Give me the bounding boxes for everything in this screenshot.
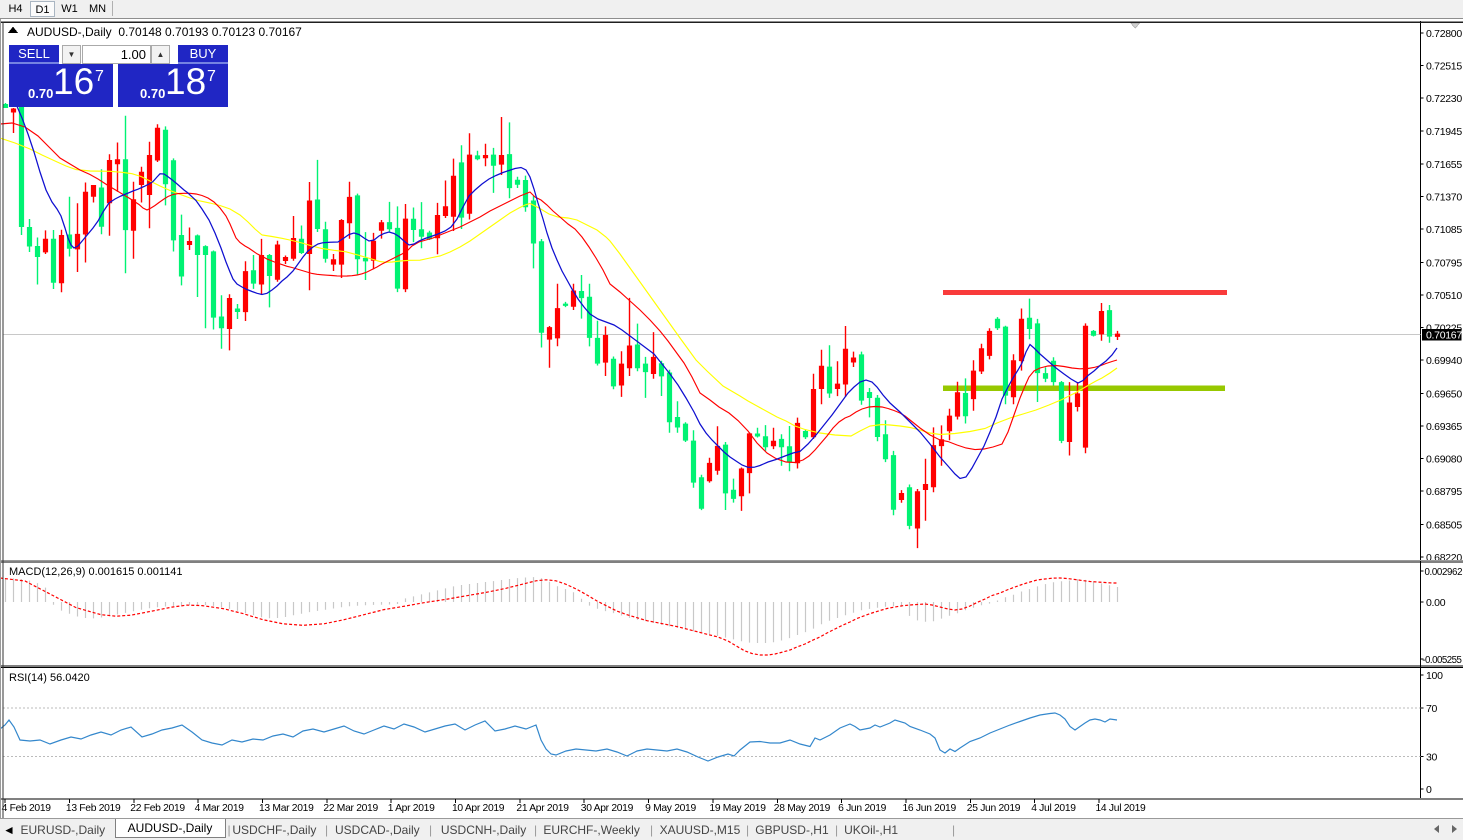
svg-text:16 Jun 2019: 16 Jun 2019 [903,803,957,814]
svg-text:0.69650: 0.69650 [1426,388,1462,400]
svg-text:6 Jun 2019: 6 Jun 2019 [838,803,887,814]
svg-text:0.71085: 0.71085 [1426,224,1462,236]
svg-text:30 Apr 2019: 30 Apr 2019 [581,803,634,814]
svg-text:0.68795: 0.68795 [1426,486,1462,498]
svg-text:13 Mar 2019: 13 Mar 2019 [259,803,314,814]
svg-text:0.69365: 0.69365 [1426,421,1462,433]
svg-text:30: 30 [1426,752,1438,764]
svg-text:0.70795: 0.70795 [1426,257,1462,269]
svg-text:28 May 2019: 28 May 2019 [774,803,831,814]
svg-text:22 Feb 2019: 22 Feb 2019 [130,803,185,814]
svg-text:1 Apr 2019: 1 Apr 2019 [388,803,435,814]
svg-text:9 May 2019: 9 May 2019 [645,803,696,814]
svg-text:0.71655: 0.71655 [1426,159,1462,171]
svg-text:19 May 2019: 19 May 2019 [709,803,766,814]
svg-text:-0.005255: -0.005255 [1422,655,1461,666]
svg-text:4 Feb 2019: 4 Feb 2019 [2,803,52,814]
svg-text:25 Jun 2019: 25 Jun 2019 [967,803,1021,814]
svg-text:70: 70 [1426,703,1438,715]
svg-text:0.70510: 0.70510 [1426,290,1462,302]
svg-text:0.002962: 0.002962 [1425,567,1463,578]
svg-text:10 Apr 2019: 10 Apr 2019 [452,803,505,814]
svg-text:0.68505: 0.68505 [1426,519,1462,531]
svg-text:21 Apr 2019: 21 Apr 2019 [516,803,569,814]
svg-text:22 Mar 2019: 22 Mar 2019 [323,803,378,814]
svg-text:0.72230: 0.72230 [1426,93,1462,105]
svg-text:RSI(14) 56.0420: RSI(14) 56.0420 [9,672,90,684]
svg-text:0.00: 0.00 [1426,597,1446,609]
svg-text:0.71370: 0.71370 [1426,192,1462,204]
svg-text:AUDUSD-,Daily 0.70148 0.70193: AUDUSD-,Daily 0.70148 0.70193 0.70123 0.… [27,25,302,39]
svg-text:4 Jul 2019: 4 Jul 2019 [1031,803,1076,814]
svg-text:100: 100 [1426,670,1443,682]
svg-text:0.72800: 0.72800 [1426,28,1462,40]
svg-text:13 Feb 2019: 13 Feb 2019 [66,803,121,814]
svg-text:0.69080: 0.69080 [1426,454,1462,466]
svg-text:0.70167: 0.70167 [1426,329,1462,341]
svg-text:0.69940: 0.69940 [1426,355,1462,367]
svg-text:4 Mar 2019: 4 Mar 2019 [195,803,245,814]
svg-text:14 Jul 2019: 14 Jul 2019 [1096,803,1147,814]
svg-text:MACD(12,26,9) 0.001615 0.00114: MACD(12,26,9) 0.001615 0.001141 [9,566,182,578]
svg-text:0.72515: 0.72515 [1426,61,1462,73]
svg-text:0: 0 [1426,784,1432,796]
svg-text:0.71945: 0.71945 [1426,126,1462,138]
